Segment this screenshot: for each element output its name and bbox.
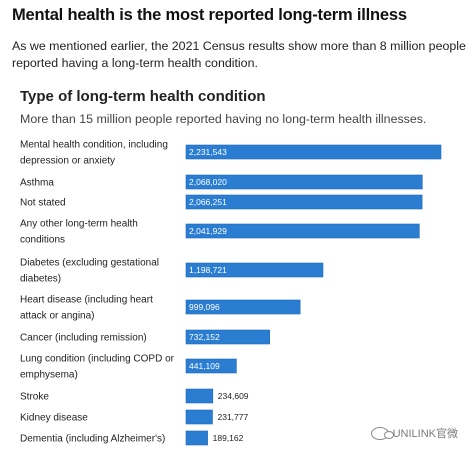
watermark-text: UNILINK官微: [392, 428, 458, 440]
chart-subtitle: More than 15 million people reported hav…: [20, 112, 427, 126]
value-label: 2,068,020: [189, 177, 227, 187]
value-label: 2,041,929: [189, 226, 227, 236]
value-label: 1,198,721: [189, 265, 227, 275]
category-label: Any other long-term health conditions: [20, 219, 138, 246]
value-label: 2,066,251: [189, 197, 227, 207]
value-label: 999,096: [189, 302, 220, 312]
value-label: 234,609: [218, 391, 249, 401]
bar: [185, 430, 208, 446]
bar: [185, 329, 270, 345]
category-label: Asthma: [20, 178, 54, 189]
wechat-icon: [370, 426, 394, 440]
bar: [185, 144, 442, 160]
article-intro: As we mentioned earlier, the 2021 Census…: [12, 39, 466, 70]
bar: [185, 174, 423, 190]
bar: [185, 388, 214, 404]
watermark: UNILINK官微: [370, 425, 458, 441]
category-label: Heart disease (including heart attack or …: [20, 295, 153, 322]
category-label: Not stated: [20, 198, 66, 209]
category-label: Kidney disease: [20, 413, 88, 424]
bar: [185, 223, 420, 239]
category-label: Stroke: [20, 392, 49, 403]
bar: [185, 262, 324, 278]
bar: [185, 299, 301, 315]
article-headline: Mental health is the most reported long-…: [12, 6, 407, 24]
category-label: Diabetes (excluding gestational diabetes): [20, 258, 159, 285]
chart-title: Type of long-term health condition: [20, 88, 266, 105]
value-label: 231,777: [217, 412, 248, 422]
category-label: Dementia (including Alzheimer's): [20, 434, 165, 445]
value-label: 441,109: [189, 361, 220, 371]
bar: [185, 409, 213, 425]
value-label: 189,162: [213, 433, 244, 443]
value-label: 732,152: [189, 332, 220, 342]
value-label: 2,231,543: [189, 147, 227, 157]
category-label: Mental health condition, including depres…: [20, 140, 168, 167]
category-label: Lung condition (including COPD or emphyse…: [20, 354, 175, 381]
bar: [185, 358, 237, 374]
bar: [185, 194, 423, 210]
category-label: Cancer (including remission): [20, 333, 147, 344]
